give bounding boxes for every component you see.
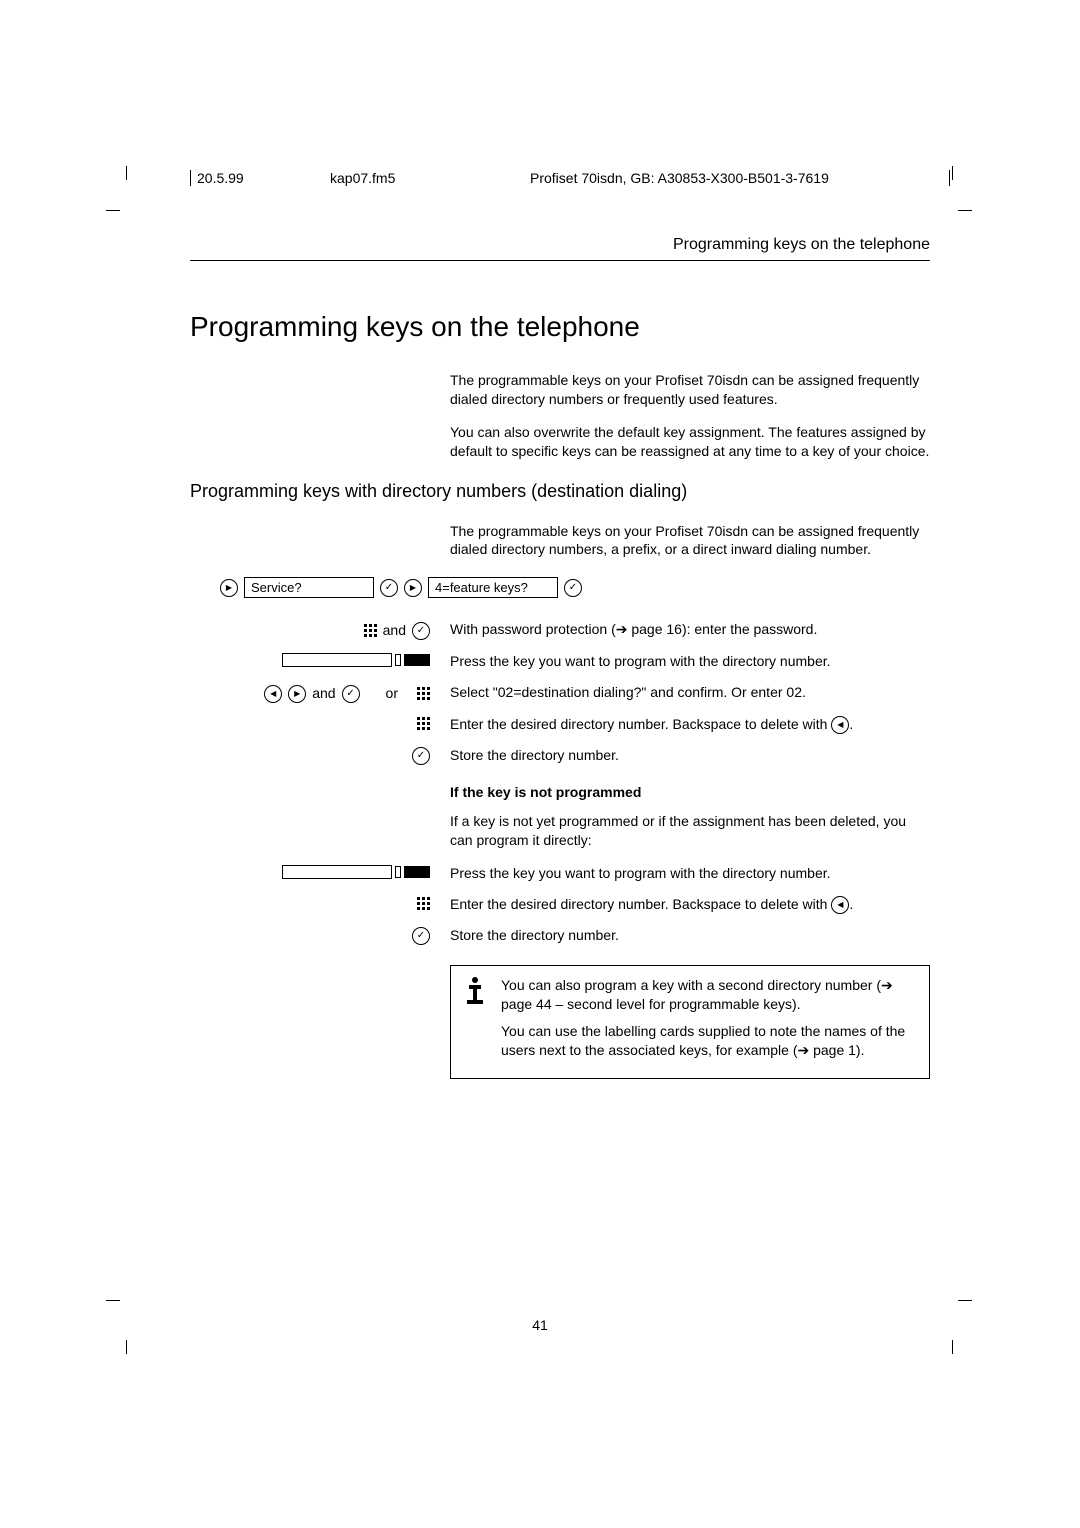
keypad-icon: [416, 896, 430, 912]
step-text: Store the directory number.: [450, 746, 930, 765]
left-arrow-icon: [264, 685, 282, 703]
header-doc: Profiset 70isdn, GB: A30853-X300-B501-3-…: [530, 170, 950, 186]
step-row: Store the directory number.: [190, 926, 950, 945]
keypad-icon: [416, 716, 430, 732]
sub-heading: If the key is not programmed: [450, 783, 930, 802]
note-wrapper: You can also program a key with a second…: [450, 965, 930, 1079]
step-text-b: .: [849, 716, 853, 732]
check-icon: [412, 927, 430, 945]
section-intro-text: The programmable keys on your Profiset 7…: [450, 522, 930, 560]
right-arrow-icon: [404, 579, 422, 597]
step-text: Select "02=destination dialing?" and con…: [450, 683, 930, 702]
right-arrow-icon: [288, 685, 306, 703]
crop-mark: [106, 1300, 120, 1301]
keypad-icon: [416, 686, 430, 702]
check-icon: [380, 579, 398, 597]
page-number: 41: [0, 1317, 1080, 1333]
page-header: 20.5.99 kap07.fm5 Profiset 70isdn, GB: A…: [190, 170, 950, 186]
step-row: Press the key you want to program with t…: [190, 864, 950, 883]
step-row: Enter the desired directory number. Back…: [190, 895, 950, 914]
menu-box-service: Service?: [244, 577, 374, 598]
step-row: Press the key you want to program with t…: [190, 652, 950, 671]
crop-mark: [958, 210, 972, 211]
left-arrow-icon: [831, 896, 849, 914]
keypad-icon: [363, 623, 377, 639]
intro-block: The programmable keys on your Profiset 7…: [450, 371, 930, 461]
check-icon: [564, 579, 582, 597]
info-icon: [463, 976, 489, 1009]
crop-mark: [952, 1340, 953, 1354]
note-p1: You can also program a key with a second…: [501, 976, 917, 1014]
right-arrow-icon: [220, 579, 238, 597]
menu-box-feature: 4=feature keys?: [428, 577, 558, 598]
crop-mark: [126, 166, 127, 180]
programmable-key-icon: [282, 653, 430, 667]
section-title: Programming keys with directory numbers …: [190, 481, 950, 502]
step-row: Enter the desired directory number. Back…: [190, 715, 950, 734]
check-icon: [342, 685, 360, 703]
step-row: and With password protection (➔ page 16)…: [190, 620, 950, 640]
or-label: or: [386, 684, 398, 703]
and-label: and: [383, 621, 406, 640]
header-file: kap07.fm5: [330, 170, 530, 186]
step-text: Press the key you want to program with t…: [450, 652, 930, 671]
crop-mark: [958, 1300, 972, 1301]
page-title: Programming keys on the telephone: [190, 311, 950, 343]
programmable-key-icon: [282, 865, 430, 879]
step-text-a: Enter the desired directory number. Back…: [450, 896, 831, 912]
step-text: Press the key you want to program with t…: [450, 864, 930, 883]
sub-intro: If a key is not yet programmed or if the…: [450, 812, 930, 850]
note-p2: You can use the labelling cards supplied…: [501, 1022, 917, 1060]
header-date: 20.5.99: [190, 170, 330, 186]
menu-nav-row: Service? 4=feature keys?: [220, 577, 950, 598]
step-row: Store the directory number.: [190, 746, 950, 765]
and-label: and: [312, 684, 335, 703]
crop-mark: [952, 166, 953, 180]
page-content: 20.5.99 kap07.fm5 Profiset 70isdn, GB: A…: [190, 170, 950, 1079]
step-text: Enter the desired directory number. Back…: [450, 895, 930, 914]
check-icon: [412, 622, 430, 640]
left-arrow-icon: [831, 716, 849, 734]
intro-p2: You can also overwrite the default key a…: [450, 423, 930, 461]
crop-mark: [106, 210, 120, 211]
step-row: and or Select "02=destination dialing?" …: [190, 683, 950, 703]
running-head: Programming keys on the telephone: [190, 236, 930, 261]
sub-block: If the key is not programmed If a key is…: [450, 783, 930, 850]
intro-p1: The programmable keys on your Profiset 7…: [450, 371, 930, 409]
step-text-a: Enter the desired directory number. Back…: [450, 716, 831, 732]
section-intro: The programmable keys on your Profiset 7…: [450, 522, 930, 560]
check-icon: [412, 747, 430, 765]
step-text: With password protection (➔ page 16): en…: [450, 620, 930, 639]
step-text-b: .: [849, 896, 853, 912]
step-text: Enter the desired directory number. Back…: [450, 715, 930, 734]
note-box: You can also program a key with a second…: [450, 965, 930, 1079]
step-text: Store the directory number.: [450, 926, 930, 945]
crop-mark: [126, 1340, 127, 1354]
